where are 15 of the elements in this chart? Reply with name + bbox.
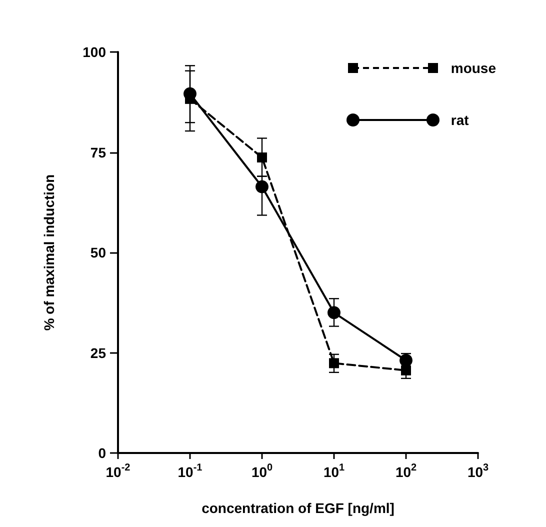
y-tick-label: 75 bbox=[90, 144, 106, 160]
point bbox=[400, 354, 412, 367]
point bbox=[401, 365, 411, 376]
y-tick-label: 25 bbox=[90, 344, 106, 361]
legend-label: rat bbox=[450, 112, 469, 128]
legend-label: mouse bbox=[450, 60, 496, 76]
y-tick-label: 50 bbox=[90, 244, 106, 260]
x-axis-title: concentration of EGF [ng/ml] bbox=[202, 500, 394, 516]
point bbox=[328, 306, 340, 320]
y-tick-label: 100 bbox=[82, 44, 106, 60]
y-tick-label: 0 bbox=[98, 445, 106, 461]
point bbox=[256, 180, 268, 194]
y-axis-title: % of maximal induction bbox=[41, 174, 57, 331]
point bbox=[329, 358, 339, 368]
point bbox=[257, 152, 267, 162]
